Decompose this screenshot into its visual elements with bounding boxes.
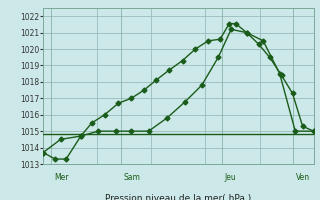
Text: Pression niveau de la mer( hPa ): Pression niveau de la mer( hPa )	[105, 194, 252, 200]
Text: Sam: Sam	[124, 173, 141, 182]
Text: Jeu: Jeu	[225, 173, 236, 182]
Text: Mer: Mer	[54, 173, 69, 182]
Text: Ven: Ven	[296, 173, 310, 182]
